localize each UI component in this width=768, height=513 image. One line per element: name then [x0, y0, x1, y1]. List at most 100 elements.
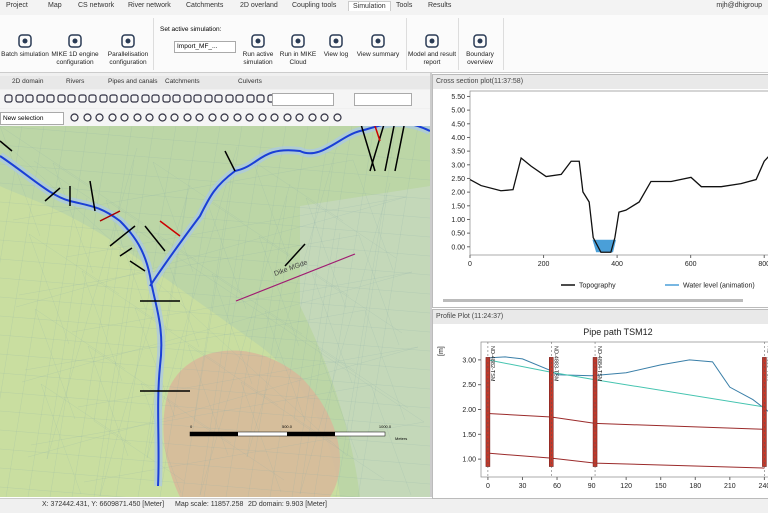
menu-tab[interactable]: Coupling tools	[292, 2, 337, 9]
tool-icon[interactable]	[193, 94, 202, 103]
tool-icon[interactable]	[195, 113, 204, 122]
set-active-label: Set active simulation:	[160, 26, 222, 33]
tool-icon[interactable]	[257, 113, 267, 122]
tool-icon[interactable]	[295, 113, 304, 122]
tool-icon[interactable]	[132, 113, 142, 122]
panel-title: Cross section plot(11:37:58)	[433, 75, 768, 89]
tool-icon[interactable]	[67, 94, 76, 103]
tool-icon[interactable]	[95, 113, 104, 122]
tool-icon[interactable]	[46, 94, 55, 103]
tool-icon[interactable]	[98, 94, 108, 103]
y-tick-label: 3.00	[462, 357, 476, 364]
scale-bar-segment	[190, 432, 238, 436]
tool-icon[interactable]	[107, 113, 117, 122]
map-tab[interactable]: Catchments	[165, 78, 200, 85]
tool-icon[interactable]	[140, 94, 150, 103]
tool-icon[interactable]	[88, 94, 97, 103]
tool-icon[interactable]	[70, 113, 79, 122]
menu-tab[interactable]: River network	[128, 2, 171, 9]
dropdown[interactable]	[354, 93, 412, 106]
toolbar: New selection	[0, 109, 430, 126]
tool-icon[interactable]	[82, 113, 92, 122]
ribbon-button[interactable]: View log	[309, 33, 363, 59]
x-tick-label: 200	[538, 261, 550, 268]
scrollbar	[443, 299, 743, 302]
legend-label: Topography	[579, 283, 616, 290]
ribbon-button[interactable]: Parallelisation configuration	[101, 33, 155, 67]
tool-icon[interactable]	[256, 94, 265, 103]
map-tabs: 2D domain Rivers Pipes and canals Catchment…	[0, 76, 430, 89]
x-tick-label: 0	[468, 261, 472, 268]
cross-section-line	[109, 225, 136, 247]
tool-icon[interactable]	[14, 94, 24, 103]
tool-icon[interactable]	[307, 113, 317, 122]
menu-tab[interactable]: Tools	[396, 2, 413, 9]
tool-icon[interactable]	[214, 94, 223, 103]
node-label: ND-4882-TSM	[489, 346, 495, 382]
ribbon-button[interactable]: Run active simulation	[231, 33, 285, 67]
menu-tab[interactable]: Map	[48, 2, 62, 9]
tool-icon[interactable]	[232, 113, 242, 122]
node-label: ND-4883-TSM	[552, 346, 558, 382]
tool-icon[interactable]	[77, 94, 87, 103]
ribbon-button[interactable]: View summary	[351, 33, 405, 59]
tool-icon[interactable]	[245, 113, 254, 122]
icon	[371, 34, 385, 48]
tool-icon[interactable]	[56, 94, 66, 103]
tool-icon[interactable]	[145, 113, 154, 122]
tool-icon[interactable]	[25, 94, 34, 103]
tool-icon[interactable]	[282, 113, 292, 122]
cross-section-line	[374, 126, 381, 142]
tool-icon[interactable]	[203, 94, 213, 103]
plot-area	[480, 341, 768, 478]
simulation-dropdown[interactable]: Import_MF_...	[174, 41, 236, 53]
menu-tab[interactable]: Project	[6, 2, 28, 9]
tool-icon[interactable]	[235, 94, 244, 103]
tool-icon[interactable]	[170, 113, 179, 122]
tool-icon[interactable]	[245, 94, 255, 103]
tool-icon[interactable]	[320, 113, 329, 122]
tool-icon[interactable]	[182, 113, 192, 122]
dropdown[interactable]	[272, 93, 334, 106]
ribbon-button[interactable]: Boundary overview	[453, 33, 507, 67]
panel-title: Profile Plot (11:24:37)	[433, 310, 768, 324]
user[interactable]: mjh@dhigroup	[716, 2, 762, 9]
menu-tab[interactable]: Catchments	[186, 2, 224, 9]
menu-tab[interactable]: Simulation	[348, 1, 391, 11]
ribbon-button[interactable]: Run in MIKE Cloud	[271, 33, 325, 67]
status-text: X: 372442.431, Y: 6609871.450 [Meter]	[42, 501, 165, 508]
tool-icon[interactable]	[157, 113, 167, 122]
tool-icon[interactable]	[119, 94, 129, 103]
menu-tab[interactable]: 2D overland	[240, 2, 278, 9]
tool-icon[interactable]	[220, 113, 229, 122]
tool-icon[interactable]	[332, 113, 342, 122]
map-tab[interactable]: 2D domain	[12, 78, 44, 85]
tool-icon[interactable]	[4, 94, 13, 103]
map-tab[interactable]: Pipes and canals	[108, 78, 158, 85]
menu-tab[interactable]: CS network	[78, 2, 115, 9]
tool-icon[interactable]	[224, 94, 234, 103]
tool-icon[interactable]	[151, 94, 160, 103]
tool-icon[interactable]	[120, 113, 129, 122]
cross-section-line	[89, 180, 96, 212]
separator	[153, 18, 154, 70]
tool-icon[interactable]	[130, 94, 139, 103]
cross-section-line	[44, 187, 61, 202]
tool-icon[interactable]	[182, 94, 192, 103]
map-tab[interactable]: Culverts	[238, 78, 262, 85]
ribbon-button[interactable]: Model and result report	[405, 33, 459, 67]
ribbon-button[interactable]: Batch simulation	[0, 33, 52, 59]
status-text: Map scale: 11857.258	[175, 501, 244, 508]
selection-dropdown[interactable]: New selection	[0, 112, 64, 125]
menu-tab[interactable]: Results	[428, 2, 452, 9]
tool-icon[interactable]	[109, 94, 118, 103]
tool-icon[interactable]	[172, 94, 181, 103]
tool-icon[interactable]	[161, 94, 171, 103]
ribbon-button[interactable]: MIKE 1D engine configuration	[48, 33, 102, 67]
y-tick-label: 1.00	[462, 457, 476, 464]
tool-icon[interactable]	[270, 113, 279, 122]
map-tab[interactable]: Rivers	[66, 78, 85, 85]
tool-icon[interactable]	[35, 94, 45, 103]
tool-icon[interactable]	[207, 113, 217, 122]
